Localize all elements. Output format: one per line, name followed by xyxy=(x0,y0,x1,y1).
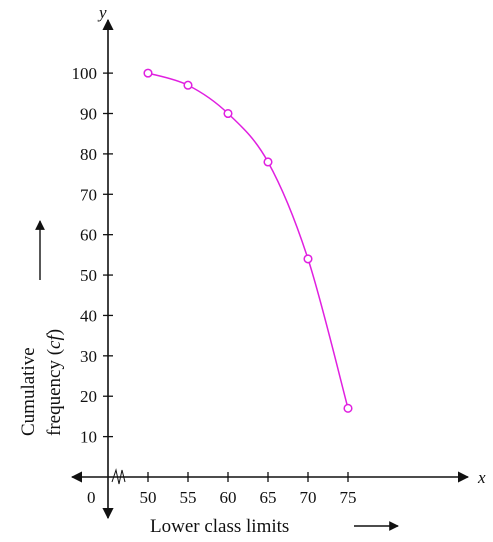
y-tick-label: 10 xyxy=(80,428,97,447)
data-point xyxy=(183,80,193,90)
y-tick-label: 100 xyxy=(72,64,98,83)
y-tick-label: 50 xyxy=(80,266,97,285)
y-tick-label: 40 xyxy=(80,306,97,325)
x-tick-label: 75 xyxy=(340,488,357,507)
axis-break-icon xyxy=(111,468,126,485)
x-tick-label: 50 xyxy=(140,488,157,507)
y-tick-label: 80 xyxy=(80,145,97,164)
data-point xyxy=(343,403,353,413)
origin-label: 0 xyxy=(87,488,96,507)
y-axis-title-prefix: frequency ( xyxy=(44,349,65,436)
y-axis-title-line2: frequency (cf) xyxy=(44,329,65,436)
y-tick-label: 60 xyxy=(80,226,97,245)
data-points xyxy=(143,68,353,413)
series-curve xyxy=(147,72,349,409)
y-tick-label: 20 xyxy=(80,387,97,406)
y-axis-title-2: frequency (cf) xyxy=(44,329,65,436)
x-tick-label: 65 xyxy=(260,488,277,507)
y-axis-letter: y xyxy=(97,3,107,22)
x-ticks: 50 55 60 65 70 75 xyxy=(140,472,357,507)
x-axis-letter: x xyxy=(477,468,486,487)
y-axis-title: Cumulative xyxy=(18,347,39,436)
data-point xyxy=(263,157,273,167)
x-tick-label: 70 xyxy=(300,488,317,507)
y-tick-label: 30 xyxy=(80,347,97,366)
data-point xyxy=(303,254,313,264)
y-ticks: 10 20 30 40 50 60 70 80 90 100 xyxy=(72,64,113,447)
x-tick-label: 60 xyxy=(220,488,237,507)
data-point xyxy=(143,68,153,78)
y-axis-title-italic: cf xyxy=(44,333,65,349)
y-tick-label: 70 xyxy=(80,185,97,204)
y-axis-title-suffix: ) xyxy=(44,329,65,335)
x-tick-label: 55 xyxy=(180,488,197,507)
y-axis-title-line1: Cumulative xyxy=(18,347,39,436)
x-axis-title: Lower class limits xyxy=(150,516,289,537)
y-tick-label: 90 xyxy=(80,105,97,124)
data-point xyxy=(223,108,233,119)
